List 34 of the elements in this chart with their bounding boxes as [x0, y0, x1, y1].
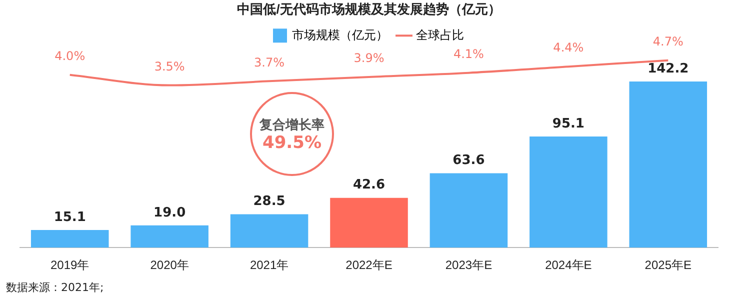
data-label: 19.0	[154, 205, 186, 220]
x-tick-label: 2024年E	[545, 258, 592, 272]
x-tick-label: 2022年E	[346, 258, 392, 272]
data-label: 4.7%	[652, 34, 684, 48]
x-tick-label: 2019年	[50, 258, 90, 272]
data-label: 3.7%	[254, 55, 285, 70]
data-label: 3.5%	[154, 59, 185, 74]
source-note: 数据来源：2021年;	[6, 280, 104, 295]
data-label: 142.2	[648, 61, 689, 76]
data-label: 4.0%	[54, 49, 86, 64]
annotation: 复合增长率	[258, 116, 326, 134]
x-tick-label: 2023年E	[445, 258, 492, 272]
data-label: 15.1	[54, 210, 86, 225]
chart-title: 中国低/无代码市场规模及其发展趋势（亿元）	[237, 1, 501, 16]
legend-label: 全球占比	[416, 28, 464, 42]
data-label: 42.6	[352, 178, 386, 193]
data-label: 3.9%	[354, 51, 384, 66]
bar	[430, 173, 508, 248]
bar	[330, 198, 408, 248]
data-label: 63.6	[452, 153, 485, 168]
bar	[530, 136, 608, 248]
data-label: 95.1	[552, 116, 584, 132]
data-label: 4.4%	[553, 40, 584, 55]
bar	[130, 225, 208, 248]
x-tick-label: 2020年	[150, 258, 189, 272]
legend-label: 市场规模（亿元）	[292, 28, 388, 42]
data-label: 4.1%	[453, 46, 484, 61]
bar	[30, 230, 109, 248]
bar	[230, 214, 308, 248]
annotation: 49.5%	[262, 133, 322, 153]
x-tick-label: 2025年E	[644, 258, 692, 272]
data-label: 28.5	[253, 194, 286, 210]
x-tick-label: 2021年	[250, 258, 289, 272]
bar	[629, 82, 708, 248]
